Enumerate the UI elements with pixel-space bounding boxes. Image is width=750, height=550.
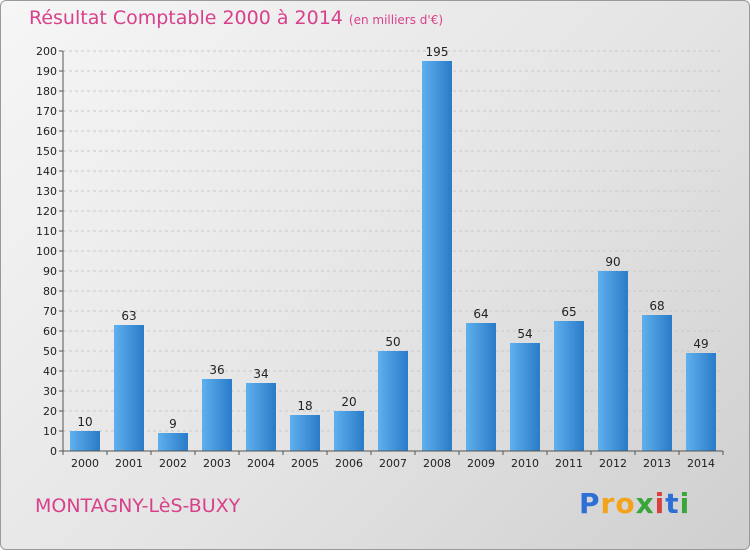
bar-value-label: 65 [561,305,576,319]
y-tick-label: 120 [36,205,57,218]
logo-letter: i [679,487,691,520]
y-tick-label: 40 [43,365,57,378]
bar-2000 [70,431,100,451]
bar-2002 [158,433,188,451]
bar-value-label: 50 [385,335,400,349]
y-tick-label: 80 [43,285,57,298]
y-tick-label: 130 [36,185,57,198]
bar-2007 [378,351,408,451]
chart-title-text: Résultat Comptable 2000 à 2014 [29,7,343,29]
bar-value-label: 68 [649,299,664,313]
x-tick-label: 2002 [159,457,187,470]
town-name: MONTAGNY-LèS-BUXY [35,495,241,517]
y-tick-label: 10 [43,425,57,438]
y-tick-label: 50 [43,345,57,358]
logo-letter: o [615,487,636,520]
y-tick-label: 90 [43,265,57,278]
y-tick-label: 200 [36,45,57,58]
y-tick-label: 100 [36,245,57,258]
x-tick-label: 2008 [423,457,451,470]
bar-2010 [510,343,540,451]
bar-value-label: 195 [426,45,449,59]
bar-2006 [334,411,364,451]
bar-2012 [598,271,628,451]
bar-value-label: 18 [297,399,312,413]
chart-subtitle: (en milliers d'€) [348,13,444,27]
y-tick-label: 20 [43,405,57,418]
bar-2013 [642,315,672,451]
bar-value-label: 64 [473,307,488,321]
bar-value-label: 54 [517,327,532,341]
bar-2014 [686,353,716,451]
bar-2008 [422,61,452,451]
chart-title: Résultat Comptable 2000 à 2014 (en millie… [29,7,443,29]
bar-2009 [466,323,496,451]
bar-2011 [554,321,584,451]
bar-value-label: 36 [209,363,224,377]
bar-value-label: 9 [169,417,177,431]
bar-2001 [114,325,144,451]
x-tick-label: 2001 [115,457,143,470]
bar-2004 [246,383,276,451]
logo-letter: t [665,487,680,520]
x-tick-label: 2011 [555,457,583,470]
proxiti-logo[interactable]: Proxiti [579,487,690,520]
y-tick-label: 110 [36,225,57,238]
x-tick-label: 2012 [599,457,627,470]
bar-value-label: 20 [341,395,356,409]
bar-value-label: 34 [253,367,268,381]
y-tick-label: 150 [36,145,57,158]
logo-letter: x [635,487,655,520]
bar-value-label: 90 [605,255,620,269]
x-tick-label: 2005 [291,457,319,470]
y-tick-label: 30 [43,385,57,398]
y-tick-label: 180 [36,85,57,98]
y-tick-label: 0 [50,445,57,458]
x-tick-label: 2006 [335,457,363,470]
bar-value-label: 49 [693,337,708,351]
logo-letter: i [654,487,666,520]
x-tick-label: 2000 [71,457,99,470]
y-tick-label: 70 [43,305,57,318]
x-tick-label: 2003 [203,457,231,470]
bar-2005 [290,415,320,451]
bar-value-label: 10 [77,415,92,429]
y-tick-label: 140 [36,165,57,178]
bar-2003 [202,379,232,451]
x-tick-label: 2009 [467,457,495,470]
x-tick-label: 2010 [511,457,539,470]
y-tick-label: 170 [36,105,57,118]
bar-value-label: 63 [121,309,136,323]
logo-letter: r [600,487,616,520]
y-tick-label: 190 [36,65,57,78]
x-tick-label: 2013 [643,457,671,470]
logo-letter: P [579,487,601,520]
y-tick-label: 60 [43,325,57,338]
y-tick-label: 160 [36,125,57,138]
x-tick-label: 2014 [687,457,715,470]
x-tick-label: 2004 [247,457,275,470]
x-tick-label: 2007 [379,457,407,470]
